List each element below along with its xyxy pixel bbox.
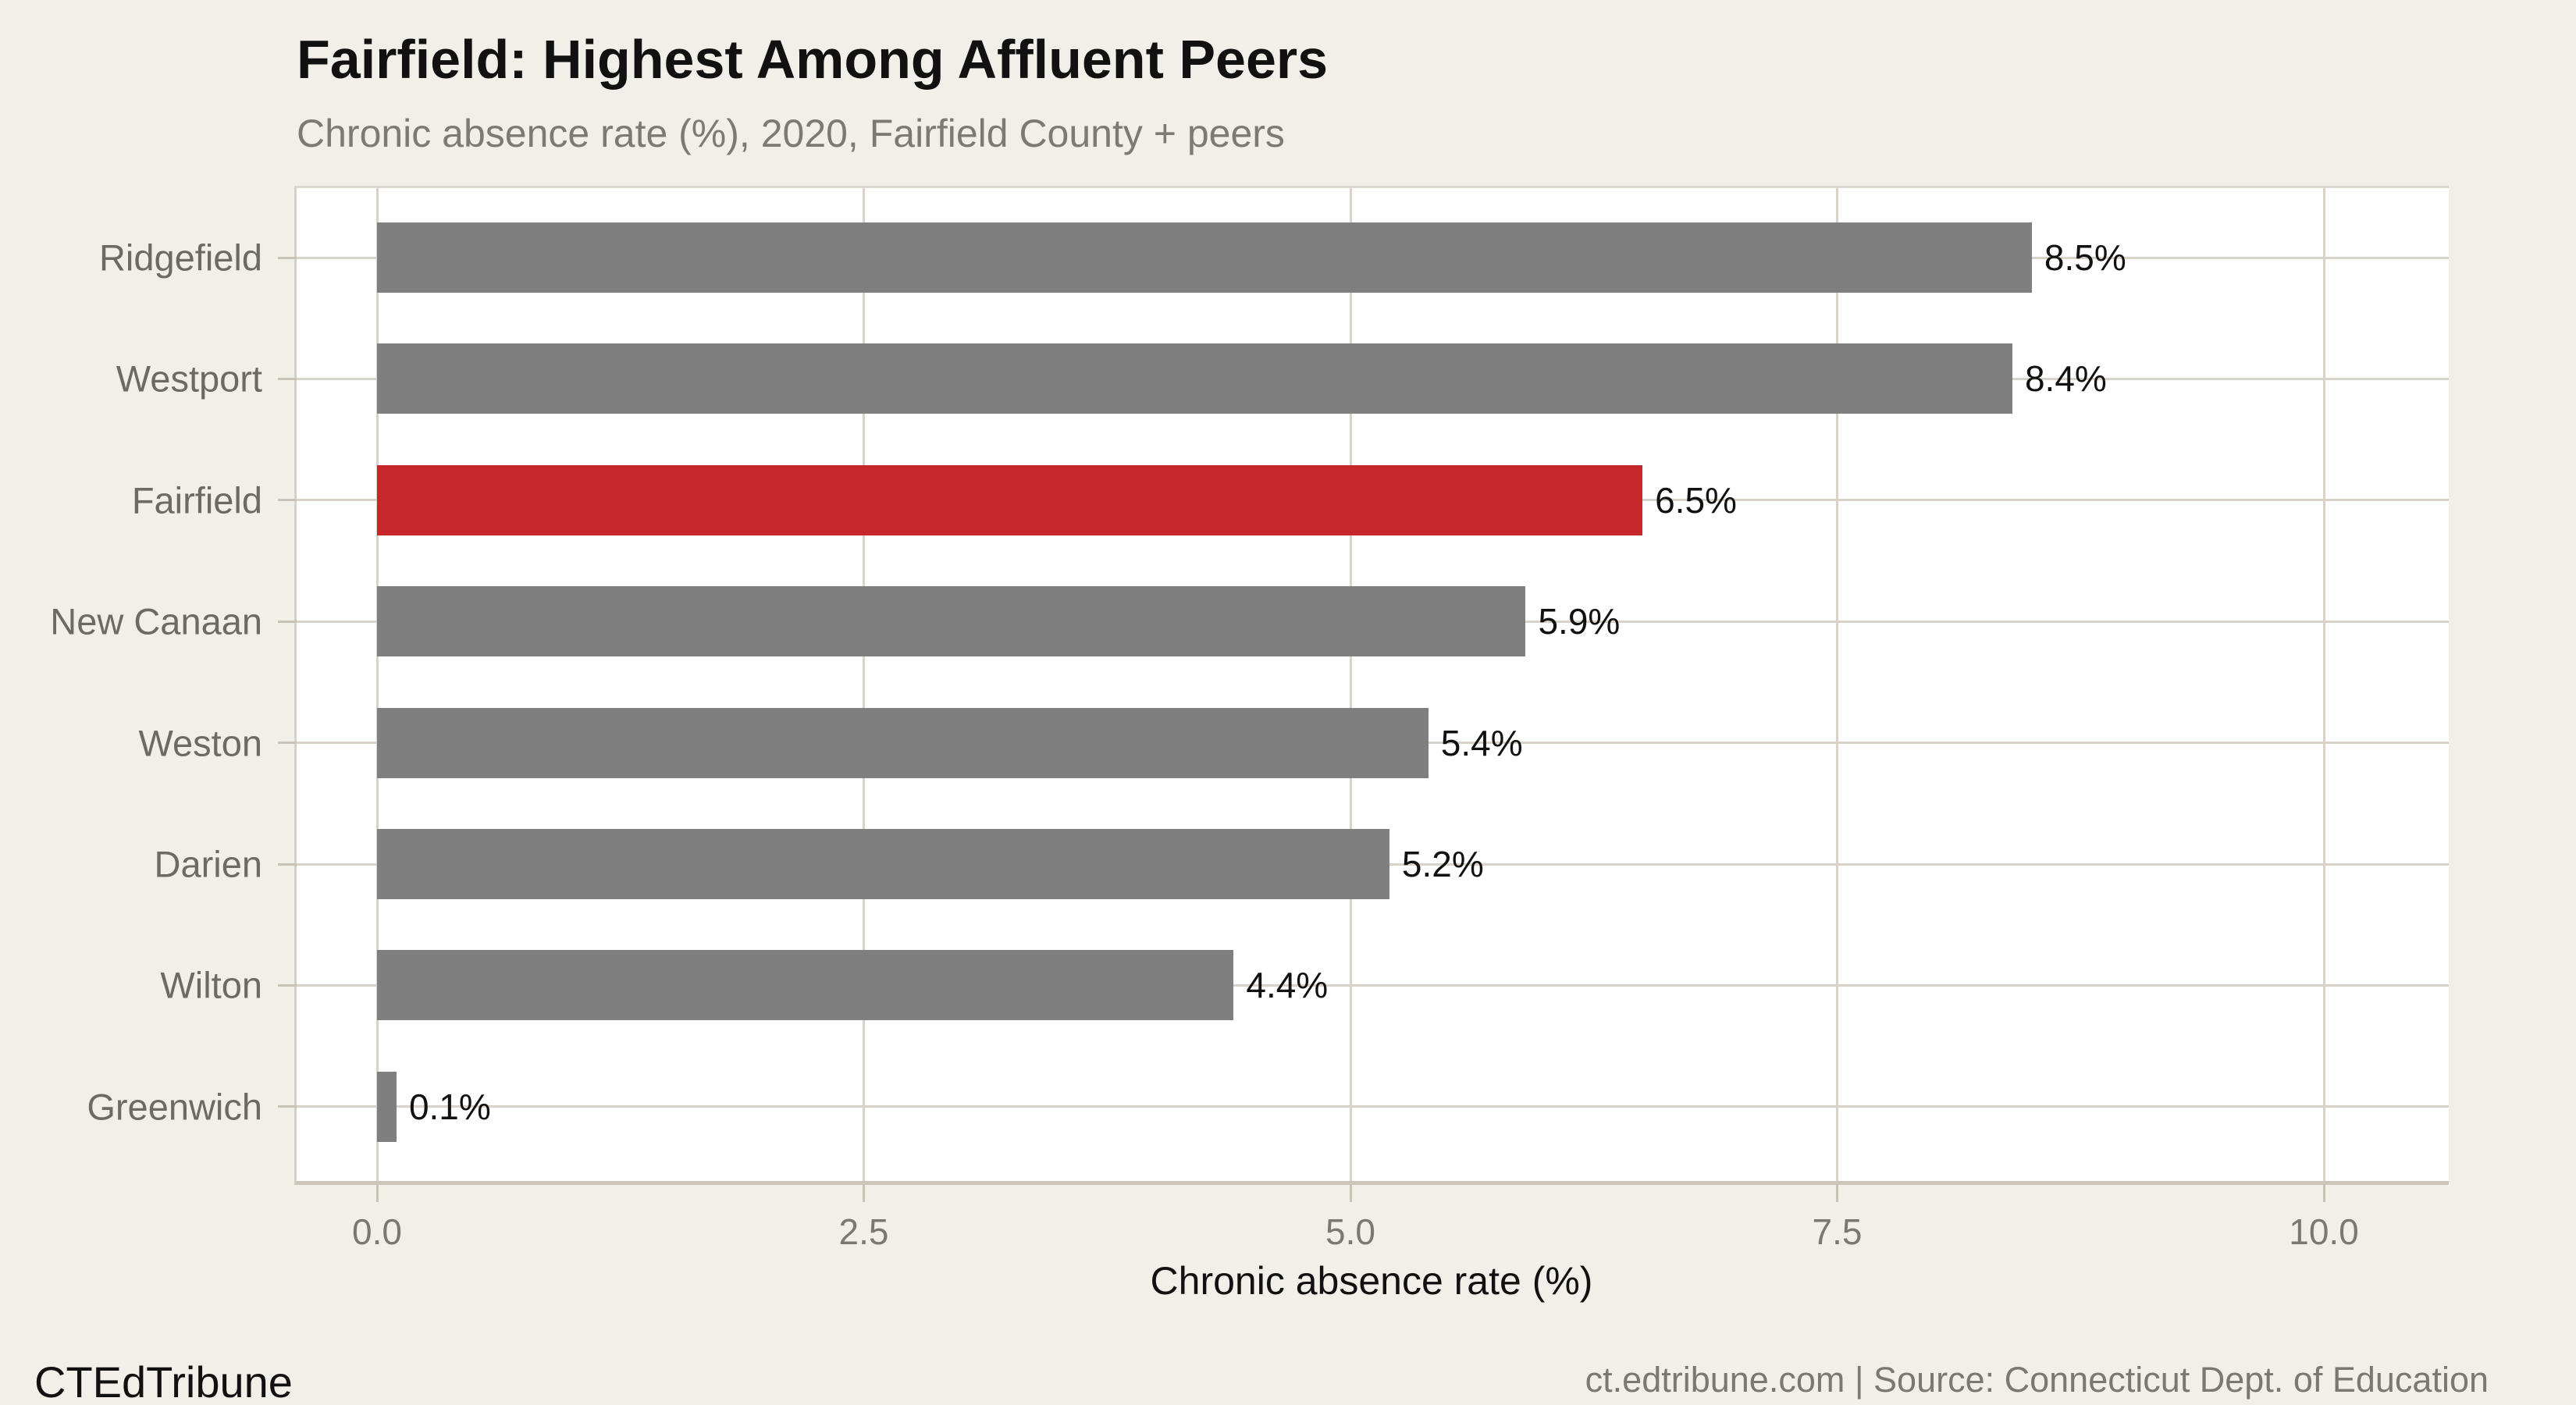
chart-title: Fairfield: Highest Among Affluent Peers [297,29,1329,90]
y-tick-mark [278,863,297,866]
value-label: 4.4% [1246,965,1329,1006]
x-tick-mark [1836,1185,1838,1202]
bar-westport [377,343,2012,414]
x-tick-mark [863,1185,865,1202]
bar-new-canaan [377,586,1526,657]
brand-wordmark: CTEdTribune [34,1357,293,1405]
x-tick-mark [1349,1185,1352,1202]
value-label: 5.9% [1538,601,1621,642]
vertical-gridline [1836,188,1838,1181]
category-label: Greenwich [87,1086,262,1128]
value-label: 8.4% [2024,358,2107,400]
bar-fairfield [377,464,1643,535]
value-label: 8.5% [2044,237,2126,278]
vertical-gridline [2322,188,2325,1181]
horizontal-gridline [297,1105,2449,1108]
y-tick-mark [278,742,297,745]
y-tick-mark [278,256,297,259]
x-tick-label: 10.0 [2289,1211,2359,1252]
bar-darien [377,829,1389,899]
vertical-gridline [375,188,379,1181]
category-label: Darien [154,843,262,885]
vertical-gridline [1349,188,1352,1181]
bar-greenwich [377,1071,397,1142]
category-label: Ridgefield [98,237,262,279]
value-label: 6.5% [1655,479,1737,521]
x-tick-label: 0.0 [352,1211,402,1252]
category-label: Fairfield [131,479,262,521]
plot-area: 0.0 2.5 5.0 7.5 10.0 Ridgefield 8.5% Westport 8.… [50,186,2449,1252]
x-tick-mark [375,1185,379,1202]
value-label: 5.2% [1401,844,1484,884]
bar-wilton [377,950,1234,1021]
category-label: Wilton [160,964,262,1006]
value-label: 5.4% [1440,722,1523,763]
x-tick-label: 7.5 [1812,1211,1863,1252]
value-label: 0.1% [408,1086,491,1127]
x-tick-label: 2.5 [838,1211,889,1252]
y-tick-mark [278,620,297,623]
x-tick-label: 5.0 [1325,1211,1375,1252]
y-tick-mark [278,1105,297,1108]
source-attribution: ct.edtribune.com | Source: Connecticut D… [1585,1360,2489,1400]
vertical-gridline [863,188,865,1181]
y-tick-mark [278,499,297,502]
category-label: Weston [138,722,263,764]
y-tick-mark [278,377,297,380]
horizontal-gridline [297,984,2449,987]
chart-subtitle: Chronic absence rate (%), 2020, Fairfiel… [297,112,1285,155]
category-label: New Canaan [50,600,262,642]
x-tick-mark [2322,1185,2325,1202]
category-label: Westport [116,357,262,400]
bar-ridgefield [377,222,2032,293]
y-tick-mark [278,984,297,987]
x-axis-title: Chronic absence rate (%) [1150,1259,1593,1303]
bar-weston [377,707,1429,778]
